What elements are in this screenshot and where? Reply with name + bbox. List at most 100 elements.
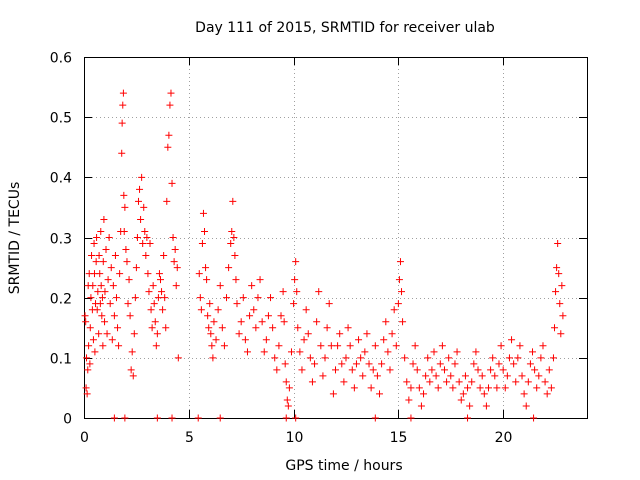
data-point — [86, 324, 94, 332]
data-point — [107, 264, 115, 272]
data-point — [482, 402, 490, 410]
data-point — [110, 414, 118, 422]
tick-marks — [84, 57, 587, 419]
data-point — [88, 252, 96, 260]
data-point — [262, 336, 270, 344]
data-point — [160, 252, 168, 260]
data-point — [394, 300, 402, 308]
data-point — [284, 402, 292, 410]
data-point — [549, 354, 557, 362]
data-point — [535, 372, 543, 380]
data-point — [172, 282, 180, 290]
data-point — [474, 366, 482, 374]
data-point — [293, 288, 301, 296]
x-tick-labels: 0 5 10 15 20 — [80, 430, 512, 446]
data-point — [518, 372, 526, 380]
data-point — [434, 384, 442, 392]
data-point — [89, 282, 97, 290]
data-point — [405, 396, 413, 404]
data-point — [373, 372, 381, 380]
data-point — [436, 360, 444, 368]
data-point — [558, 282, 566, 290]
data-point — [143, 234, 151, 241]
data-point — [156, 276, 164, 284]
data-point — [82, 384, 90, 392]
data-point — [344, 324, 352, 332]
data-point — [85, 342, 93, 350]
data-point — [252, 324, 260, 332]
data-point — [149, 282, 157, 290]
data-point — [355, 336, 363, 344]
data-point — [199, 209, 207, 217]
data-point — [291, 276, 299, 284]
data-point — [168, 179, 176, 187]
data-point — [409, 360, 417, 368]
data-point — [166, 101, 174, 109]
data-point — [478, 372, 486, 380]
data-point — [84, 366, 92, 374]
data-point — [132, 264, 140, 272]
data-point — [271, 354, 279, 362]
data-point — [209, 354, 217, 362]
data-point — [392, 342, 400, 350]
data-point — [83, 390, 91, 398]
x-tick-label: 5 — [185, 430, 194, 446]
data-point — [126, 312, 134, 320]
data-point — [127, 366, 135, 374]
data-point — [323, 324, 331, 332]
data-point — [529, 348, 537, 356]
data-point — [93, 234, 101, 241]
data-point — [422, 372, 430, 380]
data-point — [432, 372, 440, 380]
data-point — [281, 360, 289, 368]
data-point — [250, 306, 258, 314]
data-point — [125, 276, 133, 284]
data-point — [86, 360, 94, 368]
data-point — [466, 402, 474, 410]
data-point — [81, 312, 89, 320]
data-point — [230, 234, 238, 241]
data-point — [302, 306, 310, 314]
data-point — [152, 342, 160, 350]
data-point — [447, 372, 455, 380]
data-point — [440, 366, 448, 374]
data-point — [557, 330, 565, 338]
data-point — [384, 348, 392, 356]
data-point — [438, 342, 446, 350]
data-point — [401, 354, 409, 362]
data-point — [424, 354, 432, 362]
data-point — [516, 342, 524, 350]
x-tick-label: 10 — [286, 430, 304, 446]
data-point — [154, 294, 162, 302]
data-point — [151, 318, 159, 326]
data-point — [449, 384, 457, 392]
data-point — [150, 300, 158, 308]
data-point — [396, 258, 404, 266]
data-point — [386, 366, 394, 374]
data-point — [133, 234, 141, 241]
data-point — [455, 378, 463, 386]
data-point — [348, 366, 356, 374]
data-point — [526, 360, 534, 368]
y-tick-label: 0 — [63, 412, 72, 428]
data-point — [264, 312, 272, 320]
data-point — [198, 240, 206, 248]
data-point — [426, 378, 434, 386]
x-tick-label: 0 — [80, 430, 89, 446]
data-point — [350, 384, 358, 392]
data-point — [121, 414, 129, 422]
y-tick-label: 0.4 — [50, 171, 72, 187]
data-point — [547, 384, 555, 392]
data-point — [114, 324, 122, 332]
data-point — [208, 342, 216, 350]
data-point — [317, 342, 325, 350]
data-point — [380, 336, 388, 344]
data-point — [218, 324, 226, 332]
data-point — [267, 294, 275, 302]
data-point — [298, 366, 306, 374]
data-point — [530, 414, 538, 422]
data-point — [300, 336, 308, 344]
data-point — [292, 258, 300, 266]
data-point — [308, 378, 316, 386]
